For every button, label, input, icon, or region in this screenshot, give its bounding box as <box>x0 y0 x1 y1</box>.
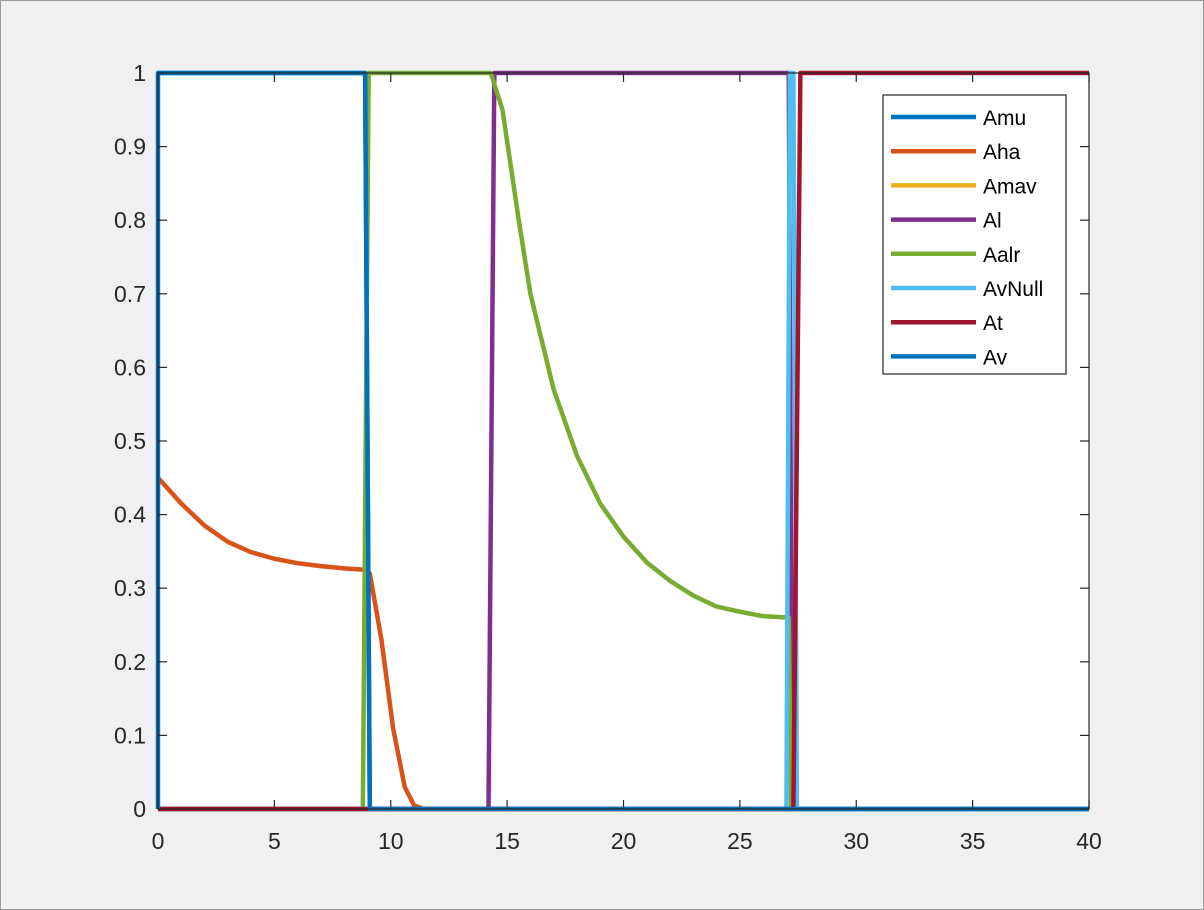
y-tick-label: 0.1 <box>114 722 146 748</box>
legend-label-avnull: AvNull <box>983 278 1043 301</box>
y-tick-label: 0.5 <box>114 428 146 454</box>
y-tick-label: 0 <box>133 796 146 822</box>
y-tick-label: 1 <box>133 60 146 86</box>
legend-label-aha: Aha <box>983 141 1021 164</box>
legend-label-al: Al <box>983 210 1002 233</box>
legend-label-aalr: Aalr <box>983 244 1020 267</box>
y-tick-label: 0.7 <box>114 281 146 307</box>
series-line-aalr <box>158 70 1089 812</box>
x-tick-label: 35 <box>960 828 986 854</box>
y-tick-label: 0.8 <box>114 207 146 233</box>
legend-label-at: At <box>983 312 1003 335</box>
x-tick-label: 0 <box>152 828 165 854</box>
x-tick-label: 5 <box>268 828 281 854</box>
y-tick-label: 0.9 <box>114 134 146 160</box>
y-tick-label: 0.3 <box>114 575 146 601</box>
legend-label-amu: Amu <box>983 107 1026 130</box>
y-tick-label: 0.4 <box>114 502 146 528</box>
legend-label-amav: Amav <box>983 175 1037 198</box>
legend-label-av: Av <box>983 346 1008 369</box>
x-tick-label: 20 <box>611 828 637 854</box>
x-tick-label: 10 <box>378 828 404 854</box>
x-tick-label: 30 <box>843 828 869 854</box>
series-line-aha <box>156 476 1089 812</box>
x-tick-label: 40 <box>1076 828 1102 854</box>
x-tick-label: 15 <box>494 828 520 854</box>
y-tick-label: 0.6 <box>114 354 146 380</box>
x-tick-label: 25 <box>727 828 753 854</box>
y-tick-labels: 0 0.1 0.2 0.3 0.4 0.5 0.6 0.7 0.8 0.9 1 <box>114 60 146 822</box>
y-tick-label: 0.2 <box>114 649 146 675</box>
x-tick-labels: 0 5 10 15 20 25 30 35 40 <box>152 828 1102 854</box>
legend: Amu Aha Amav Al Aalr AvNull At Av <box>882 94 1067 375</box>
legend-box <box>882 94 1067 375</box>
tick-layer <box>157 72 1090 810</box>
